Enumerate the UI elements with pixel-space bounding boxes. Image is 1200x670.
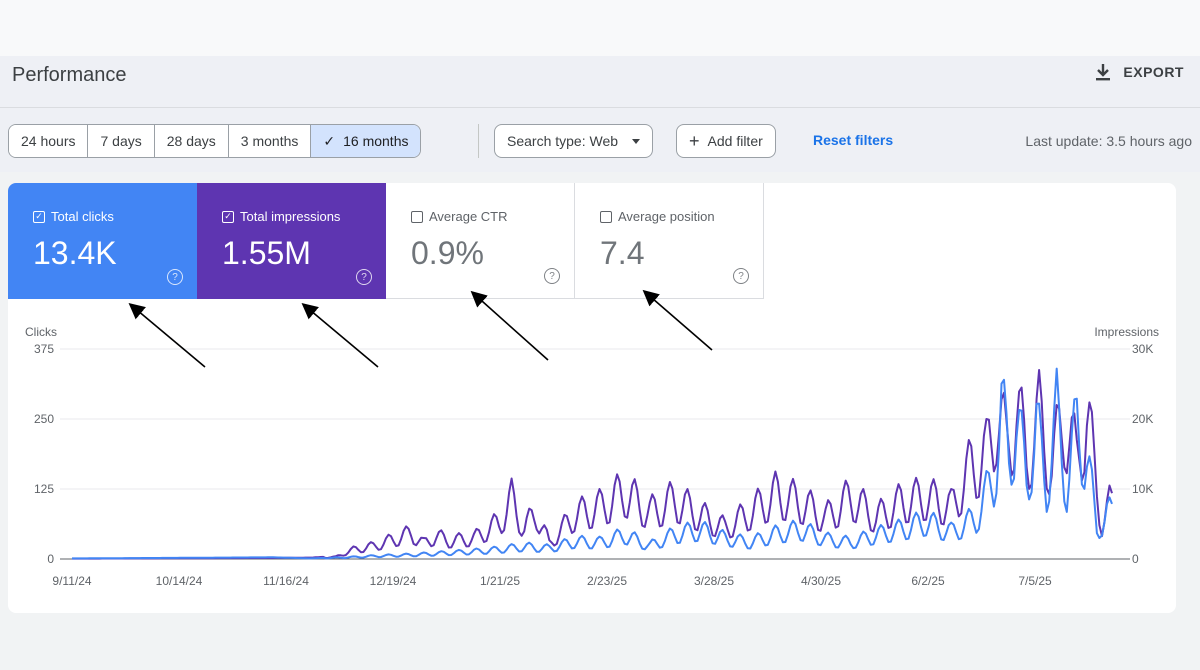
x-tick: 9/11/24 (52, 574, 91, 588)
annotation-arrow (128, 302, 206, 368)
download-icon (1096, 64, 1111, 81)
y-tick-left: 250 (34, 412, 54, 426)
plus-icon: + (689, 131, 700, 151)
help-icon[interactable]: ? (544, 268, 560, 284)
annotation-arrow (470, 290, 549, 361)
range-16-months[interactable]: ✓ 16 months (311, 125, 421, 157)
add-filter-button[interactable]: + Add filter (676, 124, 776, 158)
y-tick-left: 375 (34, 342, 54, 356)
help-icon[interactable]: ? (356, 269, 372, 285)
export-label: EXPORT (1123, 64, 1184, 80)
series-line-clicks (72, 367, 1113, 560)
metric-value: 13.4K (33, 235, 117, 271)
search-type-dropdown[interactable]: Search type: Web (494, 124, 654, 158)
range-28-days[interactable]: 28 days (154, 125, 229, 157)
y-tick-left: 125 (34, 482, 54, 496)
x-tick: 3/28/25 (694, 574, 734, 588)
x-tick: 4/30/25 (801, 574, 841, 588)
help-icon[interactable]: ? (733, 268, 749, 284)
metric-total-clicks[interactable]: ✓ Total clicks 13.4K ? (8, 183, 197, 299)
checkmark-icon: ✓ (323, 132, 336, 149)
range-24-hours[interactable]: 24 hours (9, 125, 89, 157)
top-band (0, 0, 1200, 56)
y-tick-right: 30K (1132, 342, 1153, 356)
metric-value: 1.55M (222, 235, 311, 271)
right-axis-title: Impressions (1094, 325, 1159, 339)
x-tick: 11/16/24 (263, 574, 309, 588)
y-tick-right: 10K (1132, 482, 1153, 496)
y-tick-right: 0 (1132, 552, 1139, 566)
metric-average-position[interactable]: Average position 7.4 ? (575, 183, 764, 299)
annotation-arrow (642, 289, 713, 351)
range-7-days[interactable]: 7 days (88, 125, 155, 157)
toolbar-divider (478, 124, 479, 158)
header-bar (0, 56, 1200, 108)
export-button[interactable]: EXPORT (1093, 62, 1184, 82)
x-tick: 7/5/25 (1018, 574, 1052, 588)
x-tick: 10/14/24 (156, 574, 203, 588)
checkbox-unchecked-icon[interactable] (411, 210, 423, 223)
x-tick: 2/23/25 (587, 574, 627, 588)
metric-average-ctr[interactable]: Average CTR 0.9% ? (386, 183, 575, 299)
annotation-arrow (301, 302, 379, 368)
checkbox-checked-icon[interactable]: ✓ (222, 210, 234, 223)
last-update-text: Last update: 3.5 hours ago (1025, 133, 1192, 149)
caret-down-icon (632, 138, 641, 144)
x-tick: 1/21/25 (480, 574, 520, 588)
metric-value: 0.9% (411, 235, 484, 271)
reset-filters-link[interactable]: Reset filters (813, 132, 894, 148)
range-3-months[interactable]: 3 months (228, 125, 312, 157)
help-icon[interactable]: ? (167, 269, 183, 285)
checkbox-unchecked-icon[interactable] (600, 210, 612, 223)
page-title: Performance (12, 64, 127, 86)
metric-total-impressions[interactable]: ✓ Total impressions 1.55M ? (197, 183, 386, 299)
metric-value: 7.4 (600, 235, 645, 271)
checkbox-checked-icon[interactable]: ✓ (33, 210, 45, 223)
x-tick: 6/2/25 (911, 574, 945, 588)
add-filter-label: Add filter (707, 133, 763, 149)
date-range-group: 24 hours 7 days 28 days 3 months ✓ 16 mon… (8, 124, 422, 158)
search-type-label: Search type: Web (507, 133, 619, 149)
x-tick: 12/19/24 (370, 574, 417, 588)
left-axis-title: Clicks (25, 325, 57, 339)
y-tick-right: 20K (1132, 412, 1153, 426)
y-tick-left: 0 (47, 552, 54, 566)
